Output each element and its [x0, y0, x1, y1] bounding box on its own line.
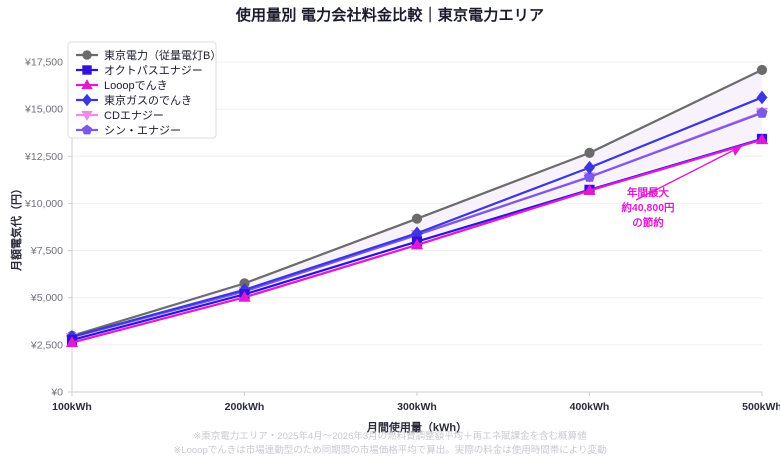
data-point-circle	[82, 50, 92, 60]
x-tick-label: 300kWh	[397, 401, 437, 413]
series-group	[65, 133, 769, 348]
data-point-pentagon	[81, 124, 93, 135]
legend-label: 東京ガスのでんき	[104, 93, 192, 107]
legend-label: Looopでんき	[104, 79, 168, 92]
y-tick-label: ¥15,000	[24, 104, 63, 116]
y-tick-label: ¥7,500	[30, 245, 63, 257]
x-tick-label: 400kWh	[570, 401, 610, 413]
data-point-triangle-up	[81, 79, 93, 90]
legend-box	[67, 41, 217, 139]
legend-label: シン・エナジー	[104, 124, 181, 137]
footnote-line-1: ※東京電力エリア・2025年4月〜2026年3月の燃料費調整額平均＋再エネ賦課金…	[193, 431, 587, 442]
legend-label: CDエナジー	[104, 109, 164, 122]
data-point-circle	[756, 64, 768, 76]
legend-item[interactable]: オクトパスエナジー	[76, 64, 203, 77]
legend-item[interactable]: 東京電力（従量電灯B）	[76, 48, 221, 62]
page-title: 使用量別 電力会社料金比較｜東京電力エリア	[235, 7, 545, 24]
annotation-line: の節約	[632, 216, 664, 229]
data-point-circle	[584, 147, 595, 158]
x-tick-label: 500kWh	[742, 401, 780, 413]
data-point-diamond	[756, 90, 768, 105]
data-point-pentagon	[583, 171, 596, 182]
y-tick-label: ¥0	[50, 387, 63, 399]
data-point-triangle-up	[238, 291, 251, 302]
y-tick-label: ¥2,500	[30, 339, 63, 351]
legend-item[interactable]: CDエナジー	[76, 109, 164, 122]
annotation-line: 年間最大	[627, 186, 669, 199]
data-point-triangle-up	[410, 238, 424, 250]
data-point-diamond	[584, 160, 595, 175]
annotation-arrow-line	[635, 145, 743, 201]
data-point-square	[82, 65, 92, 75]
x-tick-label: 100kWh	[52, 401, 92, 413]
legend-label: 東京電力（従量電灯B）	[104, 48, 221, 62]
data-point-triangle-down	[81, 110, 93, 121]
y-tick-label: ¥17,500	[24, 57, 63, 69]
y-tick-label: ¥5,000	[30, 292, 63, 304]
data-point-triangle-up	[65, 336, 79, 348]
data-point-circle	[411, 213, 423, 224]
footnote-line-2: ※Looopでんきは市場連動型のため同期間の市場価格平均で算出。実際の料金は使用…	[173, 445, 607, 456]
legend-item[interactable]: 東京ガスのでんき	[76, 93, 192, 107]
legend-item[interactable]: シン・エナジー	[76, 124, 181, 137]
y-axis-title: 月額電気代（円）	[9, 183, 23, 272]
legend-item[interactable]: Looopでんき	[76, 79, 168, 92]
data-point-triangle-up	[755, 133, 769, 145]
x-axis-title: 月間使用量（kWh）	[366, 420, 467, 434]
y-tick-label: ¥12,500	[24, 151, 63, 163]
data-point-diamond	[81, 93, 93, 107]
legend-label: オクトパスエナジー	[104, 64, 203, 77]
x-tick-label: 200kWh	[225, 401, 265, 413]
annotation-arrow-head	[732, 146, 742, 156]
y-tick-label: ¥10,000	[24, 198, 63, 210]
data-point-triangle-up	[583, 184, 596, 196]
annotation-line: 約40,800円	[621, 201, 674, 214]
data-point-pentagon	[756, 107, 768, 118]
